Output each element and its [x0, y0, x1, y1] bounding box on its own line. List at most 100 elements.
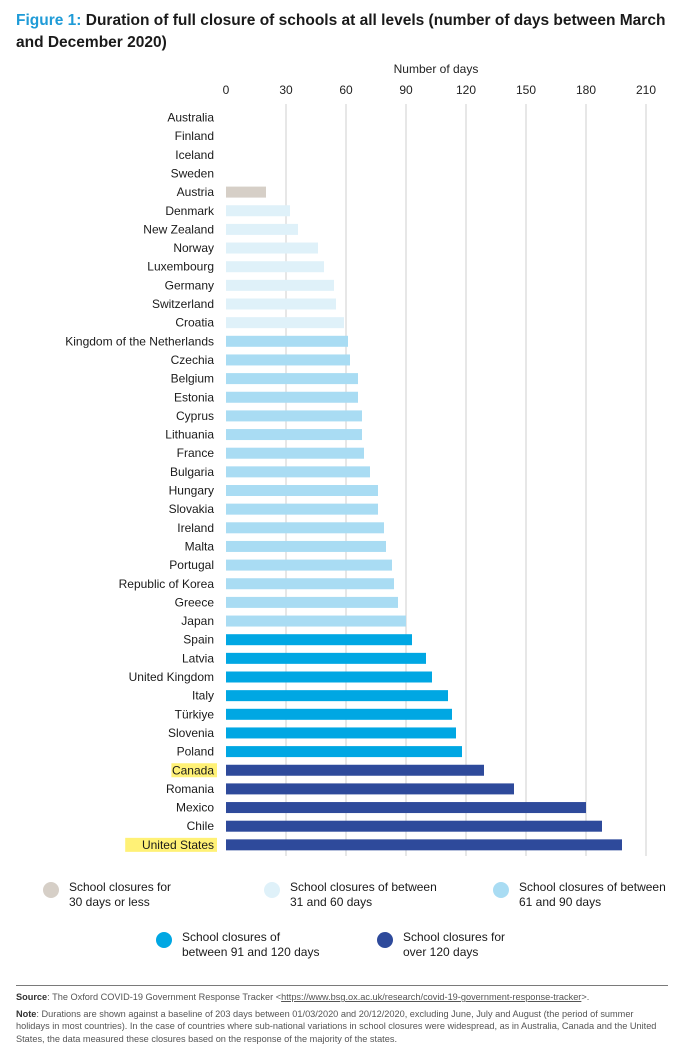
category-label: Portugal: [169, 558, 214, 572]
bar: [226, 690, 448, 702]
category-label: Poland: [177, 745, 214, 759]
footer-divider: [16, 985, 668, 986]
legend-label: School closures for 30 days or less: [69, 880, 172, 909]
bar: [226, 205, 290, 217]
category-label: Bulgaria: [170, 465, 214, 479]
bar: [226, 839, 622, 851]
legend-swatch: [156, 932, 172, 948]
legend-label: School closures of between 91 and 120 da…: [182, 930, 320, 959]
figure-label: Figure 1:: [16, 12, 82, 29]
chart-title: Figure 1: Duration of full closure of sc…: [16, 10, 676, 54]
category-label: Slovenia: [168, 726, 214, 740]
category-label: Malta: [185, 539, 215, 553]
bar: [226, 466, 370, 478]
category-label: Luxembourg: [147, 260, 214, 274]
category-label: Canada: [172, 763, 214, 777]
legend-item-gt120: School closures for over 120 days: [377, 930, 505, 959]
source-line: Source: The Oxford COVID-19 Government R…: [16, 991, 668, 1004]
x-tick-label: 120: [456, 83, 476, 97]
bar: [226, 634, 412, 646]
bar: [226, 410, 362, 422]
legend-item-d61_90: School closures of between 61 and 90 day…: [493, 880, 666, 909]
category-label: Norway: [173, 241, 214, 255]
bar: [226, 391, 358, 403]
source-text: : The Oxford COVID-19 Government Respons…: [47, 992, 282, 1002]
figure-title-text: Duration of full closure of schools at a…: [16, 12, 666, 51]
x-axis-title: Number of days: [394, 62, 479, 76]
category-label: Hungary: [169, 484, 214, 498]
category-label: Estonia: [174, 390, 214, 404]
category-label: Australia: [167, 111, 214, 125]
x-tick-label: 60: [339, 83, 353, 97]
bar: [226, 708, 452, 720]
bar: [226, 186, 266, 198]
category-label: Croatia: [175, 316, 214, 330]
bar: [226, 354, 350, 366]
category-label: Czechia: [171, 353, 215, 367]
category-label: United States: [142, 838, 214, 852]
category-label: Germany: [165, 278, 214, 292]
category-label: Finland: [175, 129, 214, 143]
bar: [226, 429, 362, 441]
bar: [226, 447, 364, 459]
category-label: Cyprus: [176, 409, 214, 423]
bar: [226, 540, 386, 552]
category-label: Spain: [183, 633, 214, 647]
bar: [226, 559, 392, 571]
note-label: Note: [16, 1008, 37, 1019]
category-label: Slovakia: [169, 502, 215, 516]
legend-label: School closures of between 61 and 90 day…: [519, 880, 666, 909]
bar: [226, 279, 334, 291]
x-tick-label: 30: [279, 83, 293, 97]
category-label: Italy: [192, 689, 214, 703]
category-label: Kingdom of the Netherlands: [65, 334, 214, 348]
bar: [226, 764, 484, 776]
bar: [226, 485, 378, 496]
category-label: Republic of Korea: [119, 577, 215, 591]
category-label: United Kingdom: [129, 670, 214, 684]
category-label: Türkiye: [175, 707, 215, 721]
bar: [226, 802, 586, 814]
source-link[interactable]: https://www.bsg.ox.ac.uk/research/covid-…: [281, 992, 582, 1002]
legend-item-le30: School closures for 30 days or less: [43, 880, 171, 909]
bar: [226, 820, 602, 832]
bar: [226, 522, 384, 534]
bar: [226, 671, 432, 683]
bar: [226, 242, 318, 254]
bar: [226, 503, 378, 515]
bar: [226, 615, 406, 627]
x-tick-label: 0: [223, 83, 230, 97]
legend-swatch: [377, 932, 393, 948]
note-text: : Durations are shown against a baseline…: [16, 1008, 657, 1044]
source-end: >.: [581, 992, 590, 1002]
label-highlight: [125, 837, 217, 852]
legend-swatch: [264, 882, 280, 898]
legend-item-d91_120: School closures of between 91 and 120 da…: [156, 930, 319, 959]
category-label: Lithuania: [165, 428, 214, 442]
x-tick-label: 180: [576, 83, 596, 97]
category-label: France: [177, 446, 215, 460]
bar: [226, 783, 514, 795]
category-label: New Zealand: [143, 222, 214, 236]
bar: [226, 335, 348, 347]
note-line: Note: Durations are shown against a base…: [16, 1008, 668, 1046]
category-label: Switzerland: [152, 297, 214, 311]
legend-label: School closures of between 31 and 60 day…: [290, 880, 437, 909]
category-label: Ireland: [177, 521, 214, 535]
bar: [226, 746, 462, 758]
legend-item-d31_60: School closures of between 31 and 60 day…: [264, 880, 437, 909]
category-label: Austria: [177, 185, 215, 199]
category-label: Japan: [181, 614, 214, 628]
category-label: Belgium: [171, 372, 214, 386]
source-label: Source: [16, 992, 48, 1002]
bar: [226, 373, 358, 385]
chart-legend: School closures for 30 days or less Schoo…: [0, 872, 687, 982]
category-label: Denmark: [165, 204, 215, 218]
category-label: Mexico: [176, 801, 214, 815]
legend-label: School closures for over 120 days: [403, 930, 506, 959]
bar: [226, 652, 426, 664]
legend-swatch: [43, 882, 59, 898]
bar: [226, 596, 398, 608]
category-label: Sweden: [171, 166, 214, 180]
x-tick-label: 210: [636, 83, 656, 97]
